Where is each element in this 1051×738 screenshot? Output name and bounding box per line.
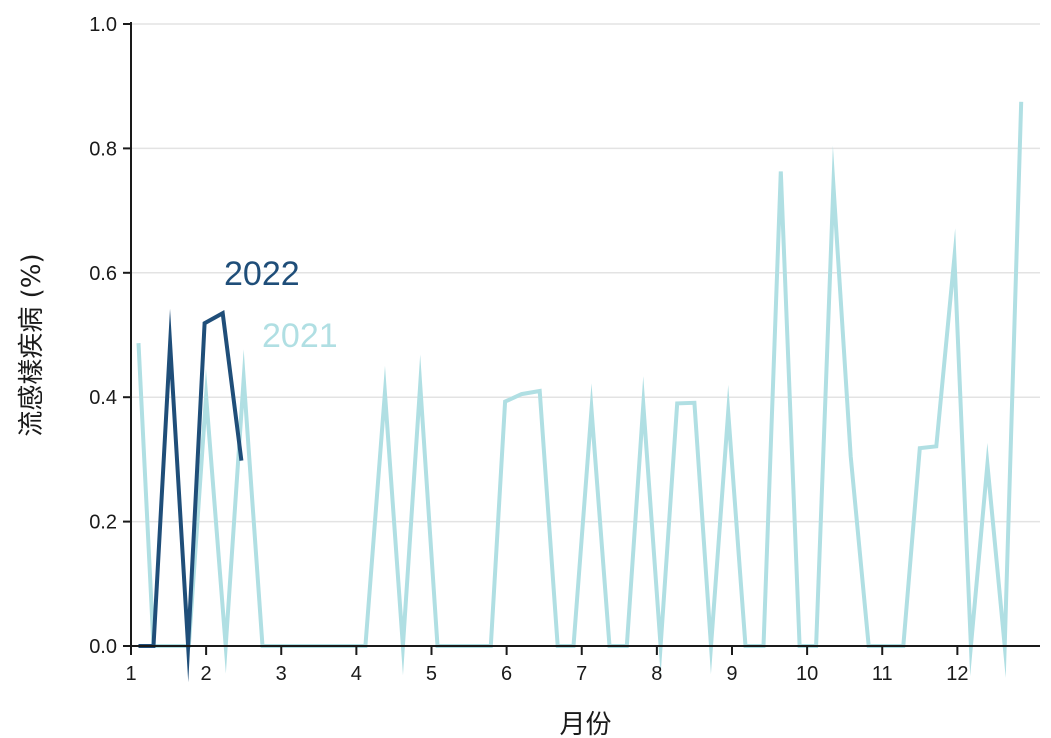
y-tick-label: 0.0 xyxy=(89,636,117,658)
x-tick-label: 7 xyxy=(576,663,587,685)
y-tick-label: 0.4 xyxy=(89,387,117,409)
y-axis-title: 流感樣疾病 (%) xyxy=(17,253,47,436)
x-tick-label: 6 xyxy=(501,663,512,685)
y-tick-label: 0.2 xyxy=(89,512,117,534)
x-tick-label: 9 xyxy=(726,663,737,685)
x-tick-label: 4 xyxy=(351,663,362,685)
series-line-2022 xyxy=(138,308,244,683)
x-tick-label: 5 xyxy=(426,663,437,685)
x-tick-label: 1 xyxy=(125,663,136,685)
y-tick-label: 0.8 xyxy=(89,138,117,160)
grid-lines xyxy=(131,23,1040,523)
y-tick-label: 1.0 xyxy=(89,14,117,36)
x-tick-label: 2 xyxy=(201,663,212,685)
x-tick-label: 12 xyxy=(946,663,968,685)
y-tick-label: 0.6 xyxy=(89,263,117,285)
axes: 0.00.20.40.60.81.01 2 3 4 5 6 7 8 9 10 11 12 xyxy=(89,14,1040,685)
x-tick-label: 3 xyxy=(276,663,287,685)
x-axis-title: 月份 xyxy=(559,710,611,738)
x-tick-label: 10 xyxy=(796,663,818,685)
series-line-2021 xyxy=(136,101,1024,678)
series-group xyxy=(136,101,1024,683)
series-labels: 2021 2022 xyxy=(224,255,338,355)
x-tick-label: 11 xyxy=(872,663,893,685)
series-label-2021: 2021 xyxy=(262,317,338,355)
series-label-2022: 2022 xyxy=(224,255,300,293)
x-tick-label: 8 xyxy=(651,663,662,685)
